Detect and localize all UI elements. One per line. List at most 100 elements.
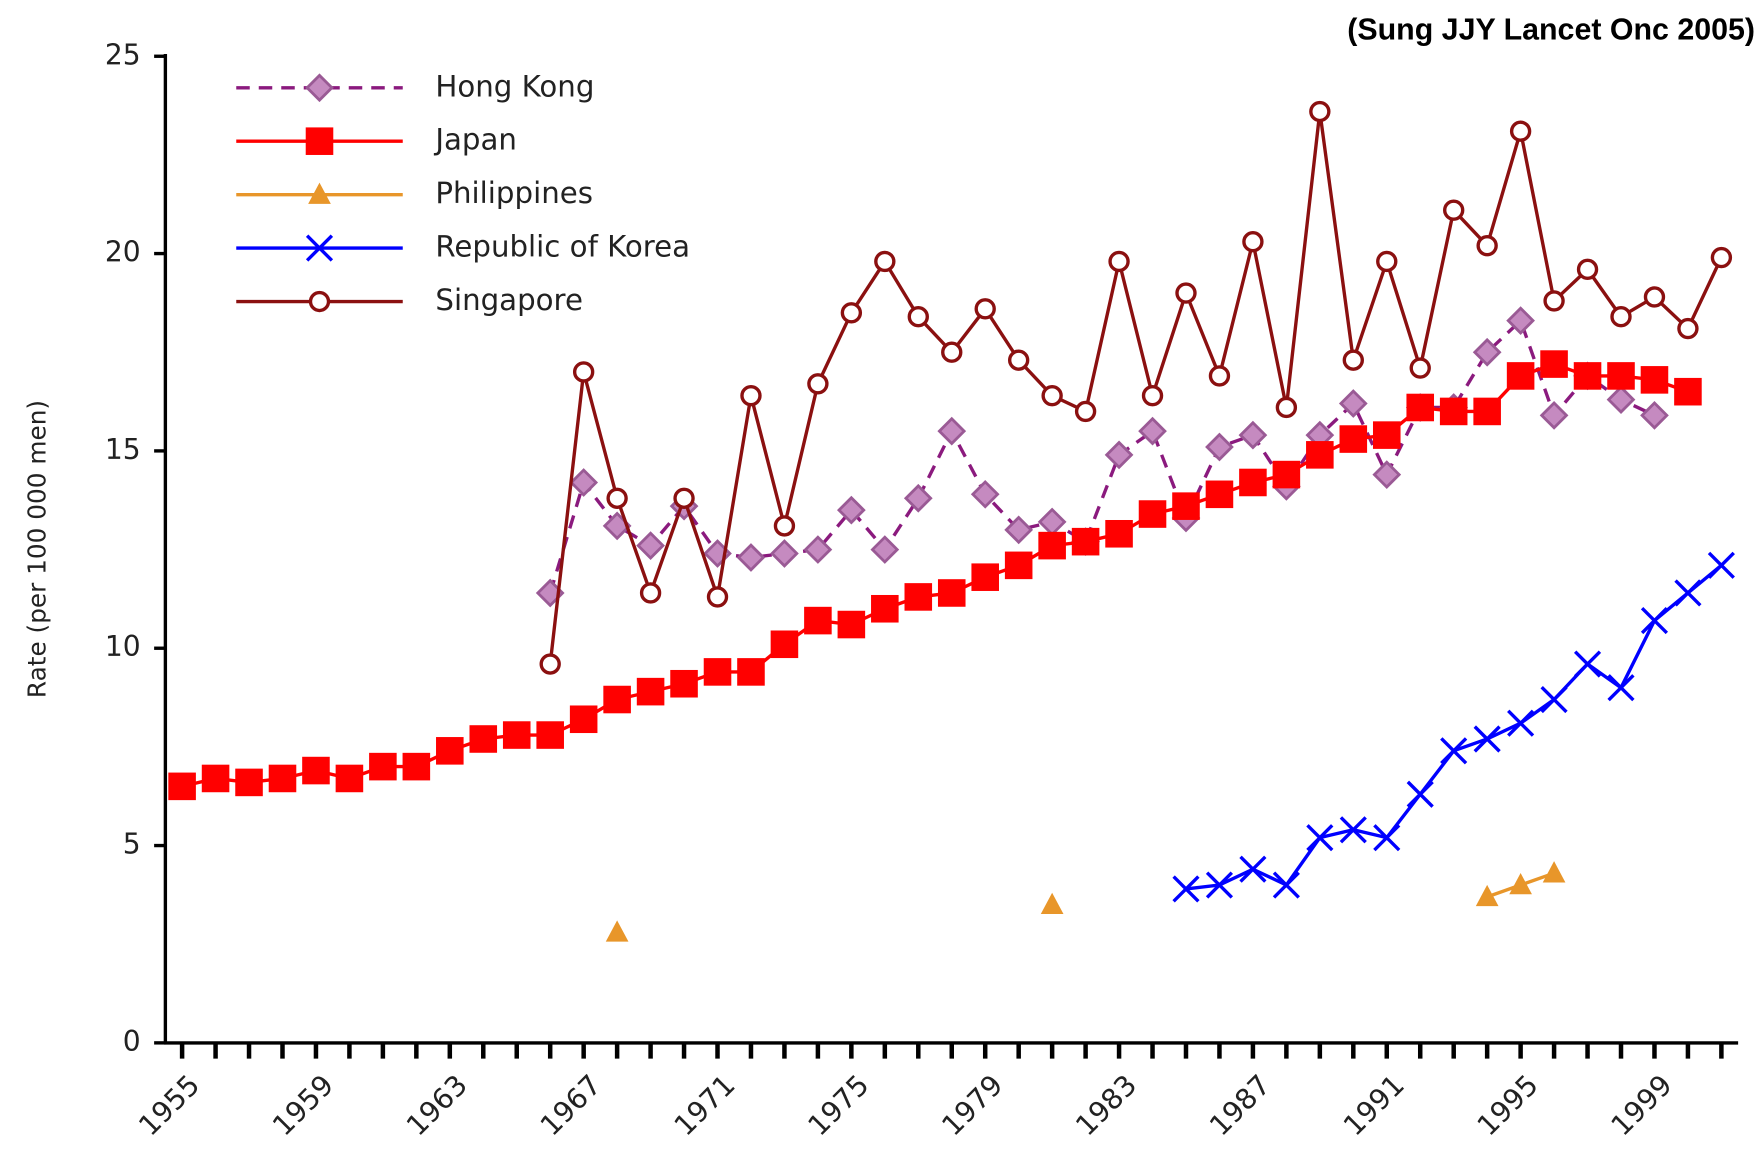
- y-tick-label: 10: [105, 630, 141, 663]
- point: [1172, 492, 1200, 520]
- point: [1506, 306, 1535, 336]
- point: [1543, 290, 1565, 312]
- point: [1540, 350, 1568, 378]
- point: [539, 653, 561, 675]
- point: [569, 468, 599, 497]
- point: [937, 579, 966, 607]
- point: [572, 361, 595, 383]
- point: [803, 535, 833, 564]
- y-axis-label: Rate (per 100 000 men): [22, 400, 51, 698]
- point: [1607, 674, 1635, 702]
- point: [1004, 515, 1034, 545]
- point: [1540, 685, 1568, 714]
- point: [1138, 416, 1167, 446]
- point: [268, 764, 297, 793]
- point: [1175, 282, 1197, 304]
- point: [840, 302, 863, 324]
- point: [770, 630, 799, 659]
- point: [1108, 250, 1130, 273]
- series-line: [548, 111, 1723, 665]
- point: [1710, 246, 1733, 269]
- y-tick-label: 25: [105, 38, 141, 71]
- point: [1606, 385, 1636, 414]
- point: [1339, 816, 1367, 844]
- series-line: [1185, 564, 1723, 891]
- point: [1339, 425, 1368, 453]
- point: [1506, 362, 1535, 390]
- point: [736, 543, 766, 572]
- point: [235, 768, 263, 797]
- point: [1473, 397, 1501, 426]
- point: [1674, 579, 1702, 607]
- point: [1509, 120, 1532, 142]
- point: [1472, 337, 1502, 367]
- point: [1306, 824, 1334, 852]
- point: [636, 531, 665, 560]
- point: [1239, 855, 1267, 883]
- point: [1476, 234, 1498, 257]
- legend-label: Republic of Korea: [435, 230, 690, 264]
- point: [569, 705, 598, 734]
- point: [1507, 709, 1535, 737]
- point: [1643, 286, 1666, 308]
- point: [636, 677, 665, 706]
- point: [536, 721, 564, 749]
- point: [1372, 421, 1401, 449]
- point: [502, 721, 531, 749]
- point: [770, 539, 799, 568]
- point: [1674, 377, 1702, 406]
- point: [974, 298, 996, 320]
- point: [606, 487, 628, 509]
- point: [1205, 432, 1234, 462]
- point: [1309, 100, 1331, 123]
- point: [836, 495, 866, 525]
- point: [1539, 401, 1569, 430]
- point: [1406, 393, 1435, 422]
- point: [1372, 460, 1402, 489]
- point: [302, 756, 330, 785]
- point: [937, 416, 967, 446]
- point: [1406, 780, 1434, 808]
- point: [871, 594, 899, 623]
- point: [469, 725, 498, 753]
- point: [907, 306, 929, 328]
- point: [1074, 400, 1097, 423]
- point: [1205, 871, 1234, 899]
- point: [1141, 384, 1164, 407]
- point: [305, 127, 334, 155]
- legend-label: Hong Kong: [435, 69, 594, 103]
- point: [1239, 468, 1267, 497]
- point: [904, 583, 933, 611]
- source: (Sung JJY Lancet Onc 2005): [1347, 14, 1755, 47]
- point: [1071, 527, 1100, 556]
- point: [1607, 362, 1635, 390]
- point: [1040, 892, 1064, 915]
- x-tick-label: 1971: [668, 1068, 742, 1142]
- x-tick-label: 1955: [132, 1068, 206, 1142]
- point: [1440, 737, 1468, 765]
- y-tick-label: 15: [105, 433, 141, 466]
- point: [1610, 306, 1632, 328]
- point: [605, 920, 629, 942]
- point: [305, 73, 334, 103]
- point: [1475, 884, 1499, 907]
- point: [807, 373, 829, 395]
- point: [1306, 441, 1334, 469]
- point: [369, 752, 397, 781]
- x-tick-label: 1991: [1337, 1068, 1411, 1142]
- point: [941, 341, 963, 363]
- point: [1338, 389, 1368, 418]
- point: [1542, 861, 1566, 883]
- point: [1342, 349, 1364, 371]
- point: [1238, 420, 1268, 450]
- x-tick-label: 1987: [1203, 1068, 1277, 1142]
- series-line: [548, 317, 1656, 594]
- point: [870, 535, 900, 564]
- point: [1640, 401, 1669, 430]
- point: [335, 764, 364, 793]
- point: [201, 764, 230, 793]
- point: [1443, 199, 1465, 221]
- point: [1037, 507, 1067, 537]
